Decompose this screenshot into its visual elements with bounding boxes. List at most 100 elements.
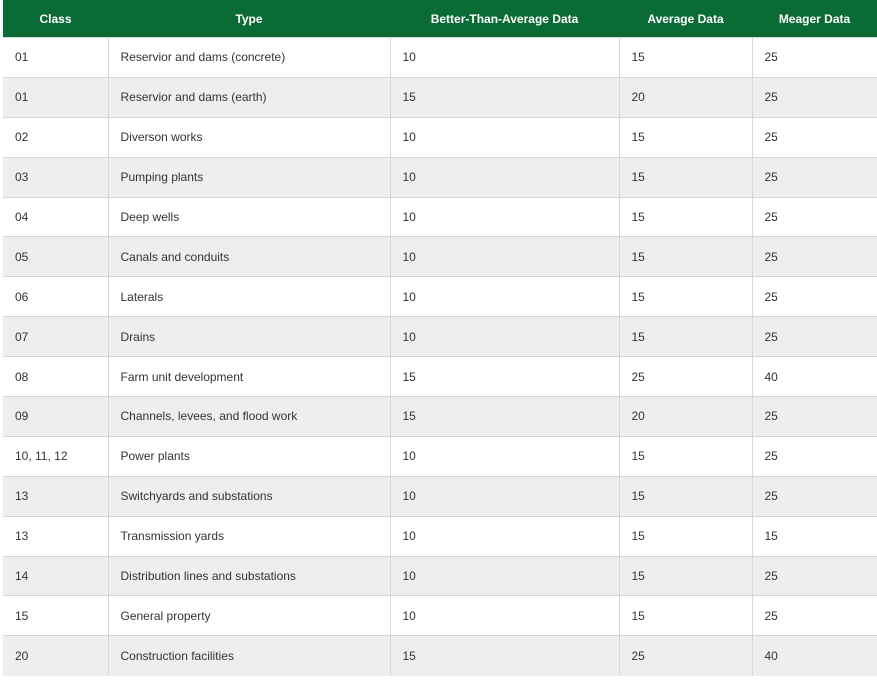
table-cell: 15	[389, 396, 619, 437]
table-cell: 10	[389, 515, 619, 557]
table-cell: 15	[618, 236, 752, 277]
table-row: 02 Diverson works 10 15 25	[3, 116, 877, 158]
data-table: Class Type Better-Than-Average Data Average…	[3, 0, 877, 676]
table-cell: 10	[389, 475, 619, 517]
table-cell: 10	[389, 196, 619, 237]
table-cell: 25	[751, 236, 877, 277]
table-cell: Reservior and dams (earth)	[107, 76, 390, 118]
table-cell: 20	[618, 76, 752, 118]
table-cell: 25	[751, 76, 877, 118]
table-cell: Drains	[107, 316, 390, 357]
table-cell: 02	[3, 116, 108, 158]
table-cell: 25	[751, 595, 877, 636]
table-cell: 40	[751, 356, 877, 397]
table-cell: 01	[3, 76, 108, 118]
table-cell: 25	[751, 555, 877, 596]
table-row: 03 Pumping plants 10 15 25	[3, 156, 877, 198]
table-cell: 25	[618, 356, 752, 397]
table-cell: 15	[618, 196, 752, 237]
table-row: 08 Farm unit development 15 25 40	[3, 356, 877, 397]
table-cell: 20	[3, 635, 108, 676]
table-cell: 05	[3, 236, 108, 277]
table-cell: 01	[3, 37, 108, 78]
table-cell: Pumping plants	[107, 156, 390, 198]
table-cell: Power plants	[107, 435, 390, 477]
table-cell: 25	[751, 435, 877, 477]
table-cell: 15	[618, 595, 752, 636]
table-row: 20 Construction facilities 15 25 40	[3, 635, 877, 676]
table-cell: Farm unit development	[107, 356, 390, 397]
table-cell: Distribution lines and substations	[107, 555, 390, 596]
column-header: Class	[3, 0, 108, 38]
table-cell: 15	[618, 555, 752, 596]
table-row: 09 Channels, levees, and flood work 15 20 25	[3, 396, 877, 437]
table-cell: 10, 11, 12	[3, 435, 108, 477]
table-cell: 25	[618, 635, 752, 676]
table-cell: Laterals	[107, 276, 390, 317]
column-header: Better-Than-Average Data	[390, 0, 619, 38]
table-cell: 10	[389, 276, 619, 317]
table-cell: 10	[389, 435, 619, 477]
table-row: 10, 11, 12 Power plants 10 15 25	[3, 435, 877, 477]
table-cell: 25	[751, 37, 877, 78]
table-row: 04 Deep wells 10 15 25	[3, 196, 877, 237]
table-cell: 15	[618, 475, 752, 517]
table-cell: 10	[389, 116, 619, 158]
table-cell: 20	[618, 396, 752, 437]
table-row: 15 General property 10 15 25	[3, 595, 877, 636]
table-cell: 15	[3, 595, 108, 636]
table-cell: 15	[389, 76, 619, 118]
column-header: Meager Data	[752, 0, 877, 38]
table-cell: 10	[389, 595, 619, 636]
table-row: 01 Reservior and dams (earth) 15 20 25	[3, 76, 877, 118]
table-cell: Deep wells	[107, 196, 390, 237]
table-cell: Reservior and dams (concrete)	[107, 37, 390, 78]
table-cell: 25	[751, 475, 877, 517]
table-cell: 10	[389, 37, 619, 78]
table-cell: 25	[751, 196, 877, 237]
table-cell: 09	[3, 396, 108, 437]
table-cell: Construction facilities	[107, 635, 390, 676]
table-row: 06 Laterals 10 15 25	[3, 276, 877, 317]
table-cell: 40	[751, 635, 877, 676]
table-cell: 10	[389, 316, 619, 357]
table-row: 14 Distribution lines and substations 10 15…	[3, 555, 877, 596]
table-row: 07 Drains 10 15 25	[3, 316, 877, 357]
table-cell: 07	[3, 316, 108, 357]
table-cell: 15	[618, 515, 752, 557]
table-row: 13 Transmission yards 10 15 15	[3, 515, 877, 557]
table-cell: Diverson works	[107, 116, 390, 158]
table-cell: Switchyards and substations	[107, 475, 390, 517]
table-row: 05 Canals and conduits 10 15 25	[3, 236, 877, 277]
header-row: Class Type Better-Than-Average Data Average…	[3, 0, 877, 38]
table-cell: 25	[751, 156, 877, 198]
table-cell: 15	[618, 37, 752, 78]
table-cell: 15	[389, 635, 619, 676]
table-cell: Canals and conduits	[107, 236, 390, 277]
column-header: Type	[108, 0, 390, 38]
table-cell: 15	[618, 156, 752, 198]
table-cell: 15	[618, 276, 752, 317]
table-cell: 15	[618, 435, 752, 477]
table-cell: 06	[3, 276, 108, 317]
table-cell: 04	[3, 196, 108, 237]
table-cell: 15	[618, 116, 752, 158]
table-cell: 25	[751, 396, 877, 437]
table-cell: 13	[3, 515, 108, 557]
table-body: 01 Reservior and dams (concrete) 10 15 25 01 R…	[3, 37, 877, 676]
table-cell: 08	[3, 356, 108, 397]
table-cell: 25	[751, 116, 877, 158]
table-cell: 15	[618, 316, 752, 357]
table-cell: 14	[3, 555, 108, 596]
table-cell: Channels, levees, and flood work	[107, 396, 390, 437]
table-row: 13 Switchyards and substations 10 15 25	[3, 475, 877, 517]
table-cell: 10	[389, 555, 619, 596]
table-cell: 10	[389, 236, 619, 277]
table-cell: 03	[3, 156, 108, 198]
table-cell: Transmission yards	[107, 515, 390, 557]
table-cell: 15	[751, 515, 877, 557]
table-cell: 13	[3, 475, 108, 517]
table-cell: 10	[389, 156, 619, 198]
table-row: 01 Reservior and dams (concrete) 10 15 25	[3, 37, 877, 78]
